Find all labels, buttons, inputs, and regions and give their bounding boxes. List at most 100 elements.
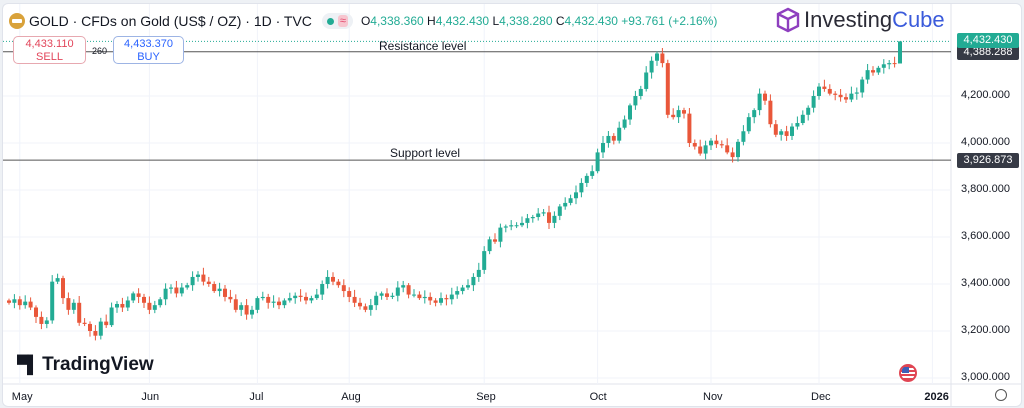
candle-down: [768, 100, 773, 125]
candle-up: [865, 70, 870, 80]
candle-up: [703, 145, 708, 154]
tradingview-icon: ▀▌: [17, 355, 39, 374]
change-value: +93.761 (+2.16%): [621, 14, 718, 28]
candle-up: [23, 301, 28, 306]
time-tick-label: May: [11, 391, 33, 403]
candle-up: [541, 212, 546, 214]
candle-up: [811, 96, 816, 108]
candle-up: [574, 192, 578, 199]
candle-down: [714, 140, 719, 145]
candle-up: [314, 294, 319, 299]
settings-icon[interactable]: [995, 389, 1007, 401]
candle-up: [185, 285, 190, 288]
candle-down: [82, 322, 87, 324]
candle-down: [417, 294, 422, 299]
candle-down: [104, 321, 109, 326]
candle-down: [385, 293, 389, 297]
candle-down: [120, 303, 125, 308]
level-price-tag: 4,388.288: [957, 44, 1019, 60]
candle-up: [379, 293, 384, 296]
candle-up: [115, 303, 119, 308]
cfd-wave-icon: ≈: [337, 15, 348, 27]
candle-down: [136, 293, 141, 297]
candle-up: [655, 53, 659, 61]
candle-down: [228, 296, 233, 300]
candle-down: [39, 316, 44, 324]
candle-up: [817, 86, 821, 96]
candle-up: [395, 287, 400, 296]
candle-up: [530, 217, 535, 219]
candle-up: [790, 126, 794, 136]
candle-down: [687, 113, 692, 143]
candle-down: [871, 70, 875, 73]
candle-up: [374, 295, 379, 306]
candle-up: [557, 206, 562, 216]
candle-up: [260, 296, 265, 299]
support-level-label: Support level: [390, 146, 461, 160]
symbol-title[interactable]: GOLD · CFDs on Gold (US$ / OZ) · 1D · TV…: [29, 13, 312, 29]
time-tick-label: Sep: [476, 391, 496, 403]
candle-down: [493, 239, 497, 242]
candle-down: [763, 93, 767, 101]
candle-up: [325, 276, 330, 284]
ohlc-legend: O4,338.360 H4,432.430 L4,338.280 C4,432.…: [360, 14, 718, 28]
candle-up: [309, 298, 314, 301]
candle-down: [66, 298, 71, 310]
candle-up: [50, 281, 55, 321]
candle-up: [390, 295, 395, 297]
candle-down: [428, 296, 433, 301]
spread-value: 260: [92, 46, 108, 56]
candle-up: [152, 305, 157, 310]
buy-button[interactable]: 4,433.370 BUY: [113, 36, 184, 64]
candle-down: [725, 145, 730, 153]
last-price-tag: 4,432.430: [957, 33, 1019, 49]
candle-up: [536, 213, 541, 218]
candle-up: [109, 307, 114, 326]
candle-up: [854, 92, 859, 94]
candle-up: [196, 274, 200, 277]
candle-down: [671, 114, 676, 118]
candle-down: [17, 299, 22, 306]
candle-down: [28, 301, 33, 308]
candle-down: [833, 93, 838, 95]
candle-down: [692, 143, 697, 147]
candle-up: [44, 320, 49, 324]
time-tick-label: Aug: [341, 391, 361, 403]
candle-down: [844, 97, 848, 100]
sell-button[interactable]: 4,433.110 SELL: [13, 36, 86, 64]
candle-up: [482, 251, 487, 270]
tradingview-logo[interactable]: ▀▌ TradingView: [17, 354, 154, 375]
candle-up: [476, 269, 481, 277]
candle-down: [77, 302, 82, 323]
price-tick-label: 3,200.000: [961, 324, 1010, 336]
candlestick-chart[interactable]: [3, 4, 1021, 406]
candle-up: [628, 105, 632, 120]
candle-up: [460, 287, 465, 292]
candle-up: [881, 64, 886, 68]
candle-down: [730, 152, 735, 158]
us-flag-icon[interactable]: [899, 364, 917, 382]
candle-down: [212, 284, 217, 292]
candle-down: [347, 291, 352, 297]
time-tick-label: Oct: [589, 391, 607, 403]
price-tick-label: 3,600.000: [961, 230, 1010, 242]
candle-up: [579, 182, 584, 193]
candle-up: [466, 285, 470, 288]
candle-down: [773, 124, 778, 135]
candle-down: [433, 300, 438, 303]
candle-down: [34, 307, 38, 317]
candle-down: [444, 298, 449, 300]
candle-up: [876, 67, 881, 73]
candle-up: [860, 79, 865, 93]
candle-up: [125, 300, 130, 308]
candle-up: [271, 301, 276, 303]
candle-up: [736, 141, 740, 158]
candle-down: [363, 306, 368, 310]
candle-down: [298, 295, 303, 297]
candle-up: [255, 298, 260, 310]
gold-symbol-icon: [9, 13, 25, 29]
market-status-pill[interactable]: ≈: [321, 13, 353, 29]
symbol-header: GOLD · CFDs on Gold (US$ / OZ) · 1D · TV…: [9, 13, 717, 29]
candle-up: [179, 287, 184, 294]
candle-down: [892, 63, 897, 65]
